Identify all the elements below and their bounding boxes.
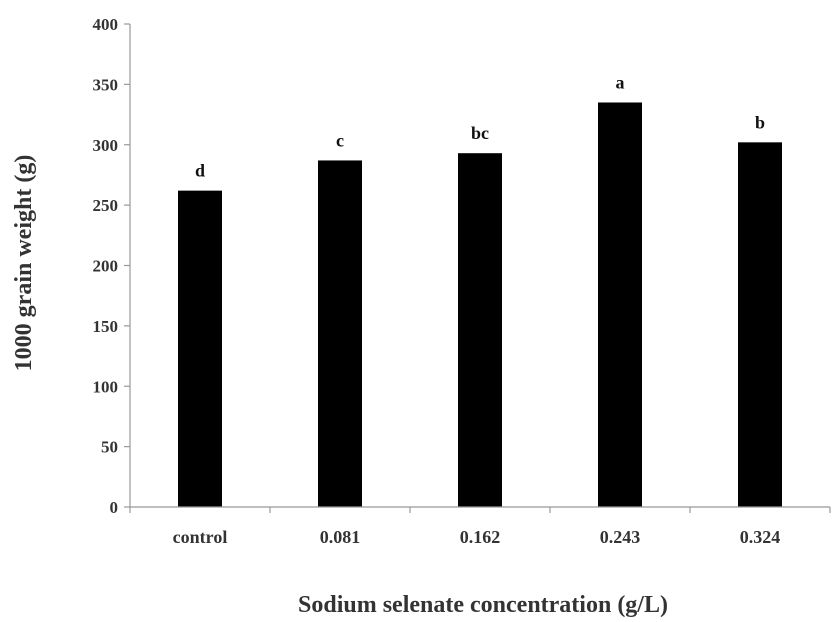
y-tick-label: 200 [93, 257, 119, 276]
bar [458, 153, 502, 507]
y-axis-title: 1000 grain weight (g) [11, 155, 37, 372]
bar [178, 190, 222, 507]
bar [598, 102, 642, 508]
y-tick-label: 100 [93, 377, 119, 396]
y-tick-label: 400 [93, 15, 119, 34]
y-tick-label: 50 [101, 438, 118, 457]
y-tick-label: 350 [93, 75, 119, 94]
x-tick-label: control [173, 527, 228, 547]
significance-label: c [336, 130, 344, 150]
x-tick-label: 0.162 [460, 527, 501, 547]
y-tick-label: 250 [93, 196, 119, 215]
labels-layer: 0 50 100 150 200 250 300 350 400 control d 0.081 c 0.… [93, 15, 781, 547]
y-tick-label: 300 [93, 136, 119, 155]
bar [318, 160, 362, 507]
significance-label: a [616, 72, 625, 92]
significance-label: d [195, 161, 205, 181]
y-tick-label: 0 [110, 498, 119, 517]
x-axis-title: Sodium selenate concentration (g/L) [298, 592, 668, 617]
y-tick-label: 150 [93, 317, 119, 336]
x-tick-label: 0.324 [740, 527, 781, 547]
bars-layer [178, 102, 782, 508]
significance-label: b [755, 112, 765, 132]
axes-layer [124, 23, 831, 513]
x-tick-label: 0.081 [320, 527, 361, 547]
x-tick-label: 0.243 [600, 527, 641, 547]
bar [738, 142, 782, 507]
significance-label: bc [471, 123, 489, 143]
